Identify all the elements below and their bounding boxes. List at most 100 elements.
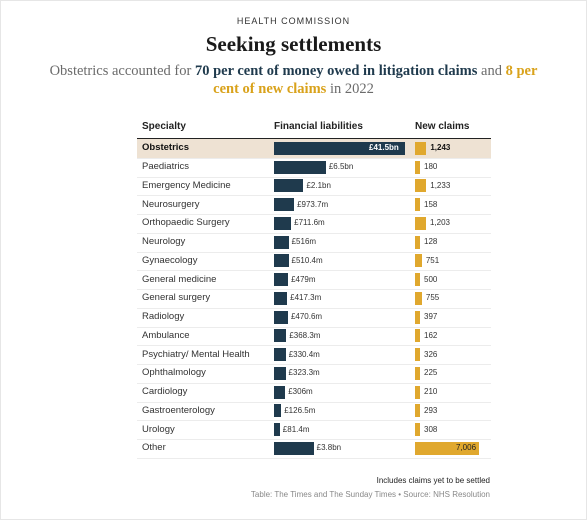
claims-bar [415,310,420,324]
liability-bar [274,385,286,399]
row-divider [137,401,491,403]
claims-bar [415,198,420,212]
row-divider [137,382,491,384]
row-divider [137,232,491,234]
specialty-label: Gynaecology [142,254,198,266]
claims-value: 397 [424,312,438,322]
claims-bar [415,141,427,155]
claims-bar [415,179,427,193]
liability-value: £470.6m [290,312,323,322]
claims-bar [415,273,420,287]
specialty-label: Cardiology [142,386,188,398]
liability-value: £479m [291,274,316,284]
liability-bar [274,141,405,155]
kicker: HEALTH COMMISSION [236,16,351,26]
subtitle-highlight-claims: 8 per cent of new claims [213,63,538,97]
claims-bar [415,423,420,437]
specialty-label: Urology [142,423,175,435]
claims-bar [415,348,420,362]
liability-value: £3.8bn [316,443,342,453]
claims-value: 308 [424,424,438,434]
specialty-label: Other [142,442,166,454]
liability-value: £973.7m [297,199,329,209]
header-rule [137,138,491,139]
claims-bar [415,404,420,418]
specialty-label: Ambulance [142,329,190,341]
subtitle-part: in 2022 [326,81,374,97]
row-divider [137,307,491,309]
liability-value: £2.1bn [306,180,331,190]
liability-value: £306m [288,387,313,397]
liability-value: £41.5bn [369,143,399,153]
liability-value: £6.5bn [328,162,354,172]
row-divider [137,345,491,347]
liability-bar [274,291,288,305]
claims-bar [415,235,420,249]
claims-value: 158 [424,199,438,209]
liability-bar [274,198,295,212]
liability-value: £323.3m [288,368,320,378]
claims-bar [415,216,426,230]
specialty-label: Psychiatry/ Mental Health [142,348,250,360]
row-divider [137,214,491,215]
liability-bar [274,179,304,193]
footnote: Includes claims yet to be settled [376,476,490,485]
row-divider [137,157,491,159]
claims-bar [415,441,479,455]
claims-value: 210 [424,387,438,397]
row-divider [137,439,491,440]
claims-bar [415,160,420,174]
column-header-liabilities: Financial liabilities [274,121,363,132]
row-divider [137,420,491,422]
claims-value: 326 [424,349,438,359]
liability-value: £510.4m [291,255,323,265]
liability-bar [274,160,326,174]
claims-value: 1,233 [430,180,451,190]
liability-value: £516m [291,237,317,247]
specialty-label: Neurosurgery [142,198,200,210]
liability-bar [274,310,288,324]
specialty-label: Gastroenterology [142,404,215,416]
claims-value: 751 [425,255,440,265]
row-divider [137,251,491,253]
claims-bar [415,291,422,305]
row-divider [137,270,491,272]
liability-bar [274,423,280,437]
claims-bar [415,366,420,380]
liability-bar [274,441,314,455]
claims-bar [415,254,422,268]
claims-value: 162 [424,330,438,340]
subtitle-highlight-liabilities: 70 per cent of money owed in litigation … [194,63,478,79]
row-divider [137,364,491,365]
subtitle-part: and [477,63,506,79]
liability-value: £126.5m [284,405,316,415]
specialty-label: Radiology [142,311,185,323]
specialty-label: Emergency Medicine [142,179,231,191]
claims-value: 755 [425,293,440,303]
row-divider [137,326,491,328]
specialty-label: General surgery [142,292,211,304]
specialty-label: Obstetrics [142,142,189,154]
chart-subtitle: Obstetrics accounted for 70 per cent of … [40,62,547,98]
claims-value: 1,203 [429,218,451,228]
claims-bar [415,329,420,343]
liability-bar [274,329,287,343]
specialty-label: Orthopaedic Surgery [142,217,230,229]
liability-value: £330.4m [288,349,320,359]
claims-value: 180 [424,162,438,172]
specialty-label: General medicine [142,273,217,285]
claims-value: 225 [424,368,438,378]
liability-value: £81.4m [282,424,310,434]
row-divider [137,176,491,178]
claims-value: 7,006 [456,443,477,453]
chart-title: Seeking settlements [205,32,382,56]
specialty-label: Paediatrics [142,161,189,173]
liability-bar [274,348,286,362]
row-divider [137,289,491,290]
liability-value: £368.3m [289,330,321,340]
subtitle-part: Obstetrics accounted for [49,63,195,79]
liability-value: £711.6m [294,218,325,228]
column-header-claims: New claims [415,121,470,132]
claims-value: 293 [424,405,438,415]
claims-value: 128 [424,237,438,247]
